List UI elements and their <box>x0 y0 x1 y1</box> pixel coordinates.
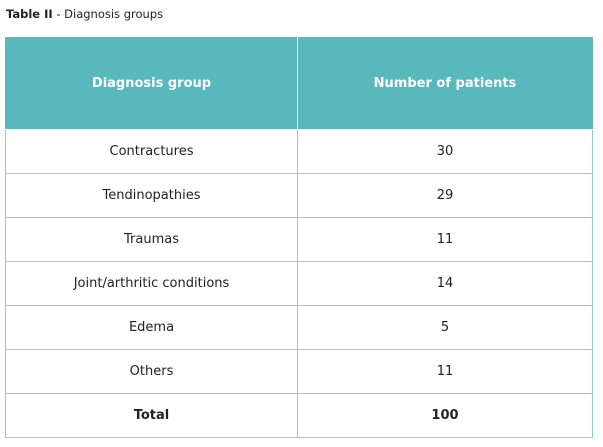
table-row: Others 11 <box>5 349 593 394</box>
number-of-patients-cell: 11 <box>297 217 593 262</box>
column-header-number-of-patients: Number of patients <box>297 37 593 130</box>
table-total-row: Total 100 <box>5 393 593 438</box>
diagnosis-group-cell: Tendinopathies <box>5 173 298 218</box>
diagnosis-group-cell: Traumas <box>5 217 298 262</box>
table-row: Edema 5 <box>5 305 593 350</box>
table-row: Contractures 30 <box>5 129 593 174</box>
table-row: Traumas 11 <box>5 217 593 262</box>
table-row: Joint/arthritic conditions 14 <box>5 261 593 306</box>
table-caption-title: Diagnosis groups <box>64 7 164 21</box>
column-header-diagnosis-group: Diagnosis group <box>5 37 298 130</box>
diagnosis-group-cell: Contractures <box>5 129 298 174</box>
number-of-patients-cell: 29 <box>297 173 593 218</box>
number-of-patients-cell: 5 <box>297 305 593 350</box>
number-of-patients-cell: 11 <box>297 349 593 394</box>
table-caption-label: Table II <box>6 7 53 21</box>
total-patients-cell: 100 <box>297 393 593 438</box>
diagnosis-group-cell: Joint/arthritic conditions <box>5 261 298 306</box>
table-header-row: Diagnosis group Number of patients <box>5 37 593 130</box>
diagnosis-group-cell: Others <box>5 349 298 394</box>
table-row: Tendinopathies 29 <box>5 173 593 218</box>
number-of-patients-cell: 14 <box>297 261 593 306</box>
diagnosis-groups-table: Diagnosis group Number of patients Contr… <box>5 37 593 438</box>
number-of-patients-cell: 30 <box>297 129 593 174</box>
table-caption-separator: - <box>52 7 65 21</box>
diagnosis-group-cell: Edema <box>5 305 298 350</box>
table-caption: Table II - Diagnosis groups <box>6 6 163 22</box>
total-label-cell: Total <box>5 393 298 438</box>
